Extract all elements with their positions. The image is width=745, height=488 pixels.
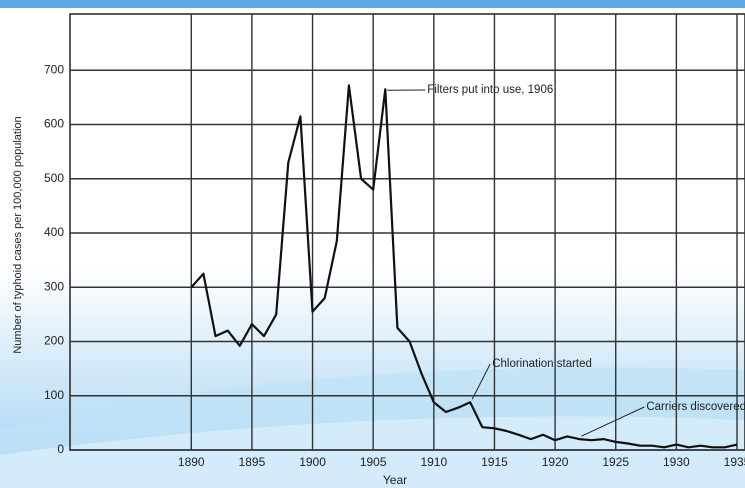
x-tick-label: 1905	[360, 455, 387, 469]
y-tick-label: 700	[44, 62, 64, 76]
y-tick-label: 300	[44, 279, 64, 293]
chart: Year Number of typhoid cases per 100,000…	[0, 0, 745, 488]
x-tick-label: 1935	[724, 455, 745, 469]
x-tick-label: 1895	[239, 455, 266, 469]
x-axis-label: Year	[383, 473, 407, 487]
x-tick-label: 1920	[542, 455, 569, 469]
y-tick-label: 100	[44, 388, 64, 402]
x-tick-label: 1930	[663, 455, 690, 469]
top-band	[0, 0, 745, 8]
x-tick-label: 1890	[178, 455, 205, 469]
x-tick-label: 1925	[602, 455, 629, 469]
y-axis-label: Number of typhoid cases per 100,000 popu…	[12, 116, 24, 353]
x-tick-label: 1910	[420, 455, 447, 469]
annotation: Filters put into use, 1906	[427, 84, 553, 96]
y-tick-label: 0	[57, 442, 64, 456]
y-tick-label: 400	[44, 225, 64, 239]
y-tick-label: 500	[44, 171, 64, 185]
annotation: Carriers discovered	[646, 401, 745, 413]
x-tick-label: 1915	[481, 455, 508, 469]
x-tick-label: 1900	[299, 455, 326, 469]
y-tick-label: 200	[44, 334, 64, 348]
y-tick-label: 600	[44, 117, 64, 131]
annotation: Chlorination started	[492, 358, 592, 370]
